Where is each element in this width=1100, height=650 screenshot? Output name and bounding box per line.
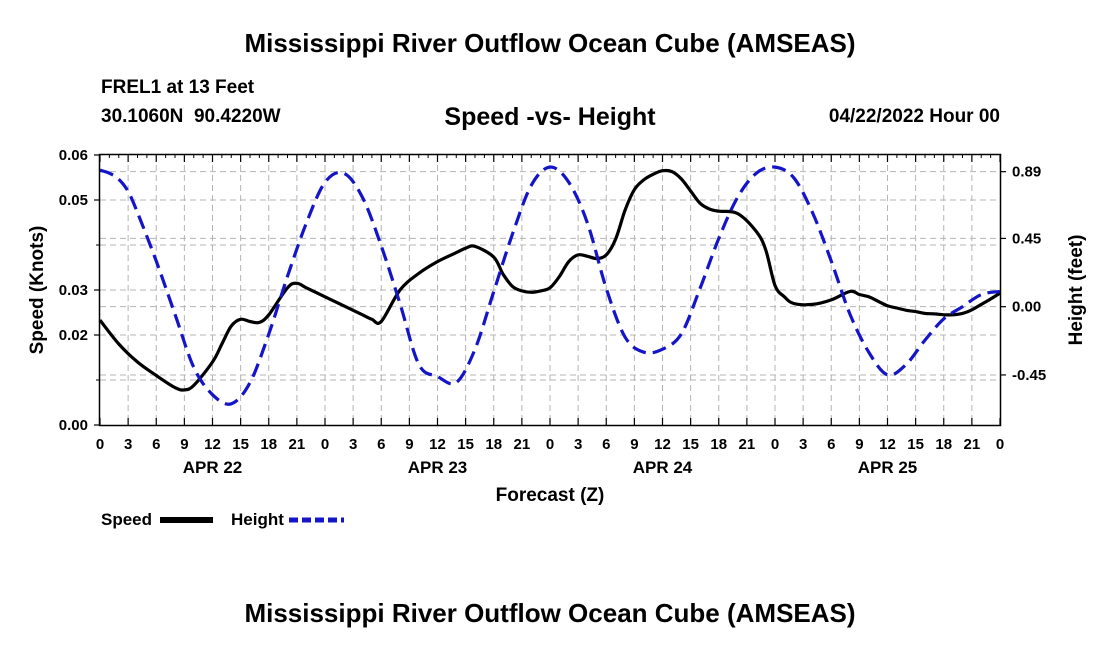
page-title-top: Mississippi River Outflow Ocean Cube (AM… bbox=[244, 28, 856, 58]
y2-tick-label: -0.45 bbox=[1012, 367, 1046, 384]
y-tick-label: 0.00 bbox=[59, 417, 88, 434]
x-tick-label: 0 bbox=[771, 436, 779, 453]
x-tick-label: 9 bbox=[855, 436, 863, 453]
y-tick-label: 0.03 bbox=[59, 282, 88, 299]
coordinates-label: 30.1060N 90.4220W bbox=[101, 106, 281, 127]
x-tick-label: 21 bbox=[739, 436, 756, 453]
series-line-speed bbox=[98, 168, 1001, 392]
x-tick-label: 6 bbox=[377, 436, 385, 453]
grid-lines bbox=[100, 155, 1000, 425]
y-axis-label: Speed (Knots) bbox=[27, 226, 48, 355]
x-tick-label: 18 bbox=[485, 436, 502, 453]
y2-tick-label: 0.89 bbox=[1012, 164, 1041, 181]
x-tick-label: 15 bbox=[232, 436, 249, 453]
x-tick-label: 12 bbox=[429, 436, 446, 453]
y-tick-label: 0.06 bbox=[59, 147, 88, 164]
x-tick-label: 18 bbox=[260, 436, 277, 453]
legend-speed-swatch bbox=[160, 517, 213, 523]
legend-height-swatch bbox=[289, 517, 344, 523]
x-tick-label: 6 bbox=[602, 436, 610, 453]
y2-tick-label: 0.00 bbox=[1012, 299, 1041, 316]
x-tick-label: 9 bbox=[180, 436, 188, 453]
x-tick-label: 21 bbox=[964, 436, 981, 453]
x-tick-label: 6 bbox=[827, 436, 835, 453]
x-tick-label: 0 bbox=[96, 436, 104, 453]
y2-tick-label: 0.45 bbox=[1012, 230, 1041, 247]
y-tick-label: 0.05 bbox=[59, 192, 88, 209]
station-label: FREL1 at 13 Feet bbox=[101, 77, 255, 98]
x-tick-label: 3 bbox=[349, 436, 357, 453]
y-tick-label: 0.02 bbox=[59, 327, 88, 344]
x-tick-label: 15 bbox=[457, 436, 474, 453]
legend-height-label: Height bbox=[231, 510, 284, 529]
y2-axis-label: Height (feet) bbox=[1066, 235, 1087, 346]
day-label: APR 24 bbox=[633, 458, 693, 477]
x-tick-label: 12 bbox=[204, 436, 221, 453]
day-label: APR 22 bbox=[183, 458, 243, 477]
x-tick-label: 15 bbox=[682, 436, 699, 453]
day-label: APR 23 bbox=[408, 458, 468, 477]
x-tick-label: 0 bbox=[321, 436, 329, 453]
x-tick-label: 21 bbox=[514, 436, 531, 453]
day-label: APR 25 bbox=[858, 458, 918, 477]
x-tick-label: 21 bbox=[289, 436, 306, 453]
x-tick-label: 3 bbox=[799, 436, 807, 453]
x-tick-label: 12 bbox=[879, 436, 896, 453]
x-tick-label: 3 bbox=[574, 436, 582, 453]
x-tick-label: 9 bbox=[630, 436, 638, 453]
x-tick-label: 0 bbox=[996, 436, 1004, 453]
x-tick-label: 18 bbox=[935, 436, 952, 453]
x-tick-label: 0 bbox=[546, 436, 554, 453]
date-label: 04/22/2022 Hour 00 bbox=[828, 106, 1000, 127]
chart-title: Speed -vs- Height bbox=[444, 103, 656, 131]
x-tick-label: 6 bbox=[152, 436, 160, 453]
x-tick-label: 9 bbox=[405, 436, 413, 453]
x-tick-label: 15 bbox=[907, 436, 924, 453]
page-title-bottom: Mississippi River Outflow Ocean Cube (AM… bbox=[244, 598, 856, 628]
x-axis-label: Forecast (Z) bbox=[496, 485, 605, 506]
series-line-height bbox=[99, 165, 1001, 406]
legend-speed-label: Speed bbox=[101, 510, 153, 529]
x-tick-label: 12 bbox=[654, 436, 671, 453]
axes: 0 3 6 9 12 15 18 21 0 3 6 9 12 15 18 21 0 3 6 9 12 15 18 21 0 3 6 9… bbox=[59, 147, 1046, 477]
x-tick-label: 18 bbox=[710, 436, 727, 453]
plot-frame bbox=[98, 153, 1002, 427]
x-tick-label: 3 bbox=[124, 436, 132, 453]
series-lines bbox=[98, 165, 1001, 406]
